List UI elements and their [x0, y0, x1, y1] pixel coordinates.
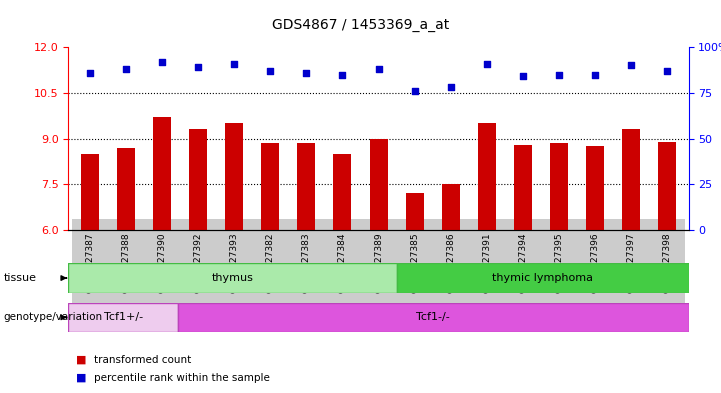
Text: Tcf1+/-: Tcf1+/- — [104, 312, 143, 322]
Bar — [333, 154, 351, 230]
Point — [156, 59, 168, 65]
Point — [589, 72, 601, 78]
Point — [337, 72, 348, 78]
Text: percentile rank within the sample: percentile rank within the sample — [94, 373, 270, 383]
Bar — [441, 184, 459, 230]
Bar — [261, 143, 279, 230]
Bar — [178, 303, 689, 332]
Text: Tcf1-/-: Tcf1-/- — [416, 312, 450, 322]
Point — [445, 84, 456, 90]
Bar — [117, 148, 136, 230]
Bar — [397, 263, 689, 293]
Point — [481, 61, 492, 67]
Point — [661, 68, 673, 74]
Point — [625, 62, 637, 68]
Point — [84, 70, 96, 76]
Point — [265, 68, 276, 74]
Bar — [189, 129, 208, 230]
Point — [120, 66, 132, 72]
Text: genotype/variation: genotype/variation — [4, 312, 102, 322]
Bar — [622, 129, 640, 230]
Point — [229, 61, 240, 67]
Bar — [81, 154, 99, 230]
Bar — [297, 143, 315, 230]
Text: transformed count: transformed count — [94, 354, 191, 365]
Bar — [658, 141, 676, 230]
Bar — [405, 193, 423, 230]
Text: ■: ■ — [76, 373, 89, 383]
Point — [517, 73, 528, 79]
Point — [553, 72, 565, 78]
Bar — [477, 123, 495, 230]
Point — [409, 88, 420, 94]
Text: GDS4867 / 1453369_a_at: GDS4867 / 1453369_a_at — [272, 18, 449, 32]
Point — [301, 70, 312, 76]
Text: thymic lymphoma: thymic lymphoma — [492, 273, 593, 283]
Bar — [68, 303, 178, 332]
Text: ■: ■ — [76, 354, 89, 365]
Bar — [549, 143, 567, 230]
Bar — [369, 138, 387, 230]
Point — [373, 66, 384, 72]
Point — [193, 64, 204, 70]
Bar — [68, 263, 397, 293]
Bar — [225, 123, 243, 230]
Bar — [513, 145, 531, 230]
Bar — [585, 146, 603, 230]
Bar — [153, 117, 172, 230]
Text: tissue: tissue — [4, 273, 37, 283]
Text: thymus: thymus — [212, 273, 254, 283]
